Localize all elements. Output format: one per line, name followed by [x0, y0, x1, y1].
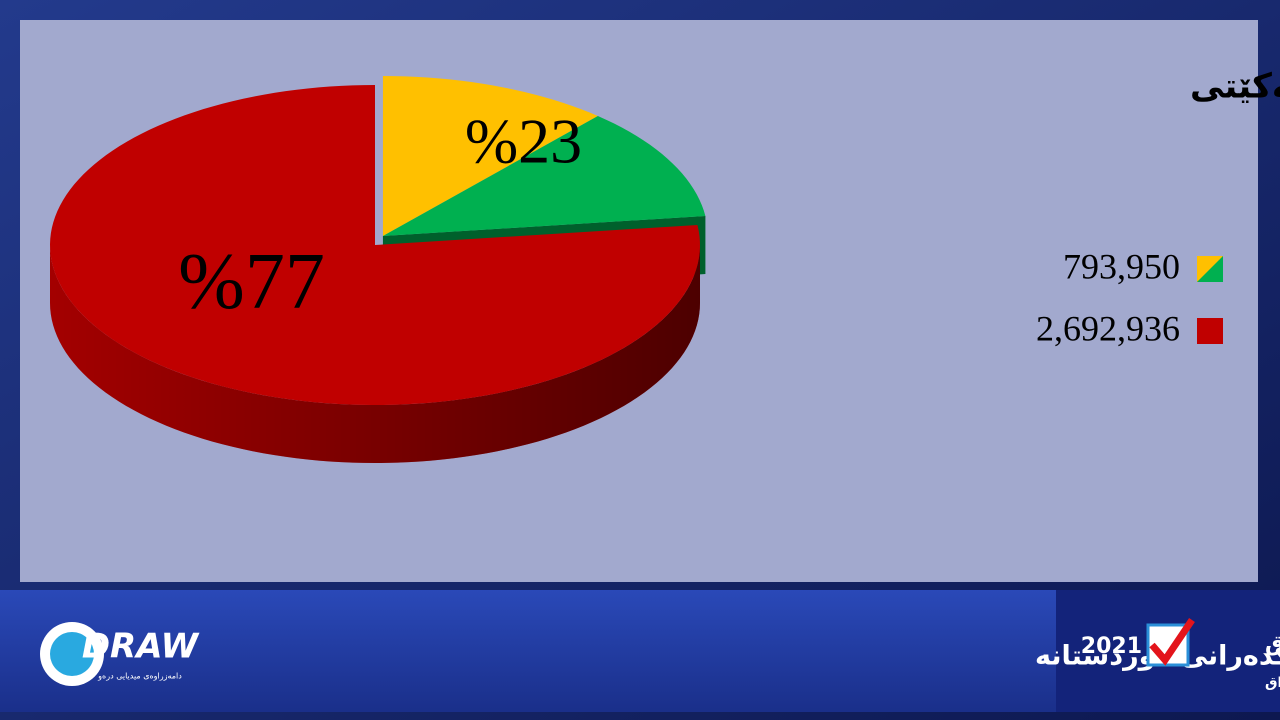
- slice: [382, 75, 598, 236]
- slice-label: %23: [465, 106, 582, 177]
- legend-swatch: [1197, 318, 1223, 344]
- slice: [382, 115, 706, 236]
- slice-side-shade: [50, 245, 700, 463]
- badge-subtitle: هەڵبژاردنی پەرلەمانی عێراق: [1265, 673, 1280, 691]
- news-bar: [0, 590, 1056, 712]
- slice-label: %77: [178, 238, 325, 326]
- logo-subtext: دامەزراوەی میدیایی درەو: [97, 672, 182, 681]
- badge-title: عێراق: [1265, 632, 1280, 657]
- logo-inner: [50, 632, 94, 676]
- pie: %23 %77: [50, 75, 706, 463]
- slice: [50, 85, 700, 405]
- chart-title: دەنگی پارتی و یەکێتی: [1190, 67, 1280, 107]
- legend-swatch: [1197, 256, 1223, 282]
- badge-check: [1149, 618, 1195, 666]
- legend: 793,950 2,692,936: [1036, 246, 1223, 348]
- legend-label: 793,950: [1063, 246, 1180, 286]
- badge-year: 2021: [1081, 634, 1142, 659]
- legend-label: 2,692,936: [1036, 308, 1180, 348]
- logo-text: DRAW: [82, 627, 200, 667]
